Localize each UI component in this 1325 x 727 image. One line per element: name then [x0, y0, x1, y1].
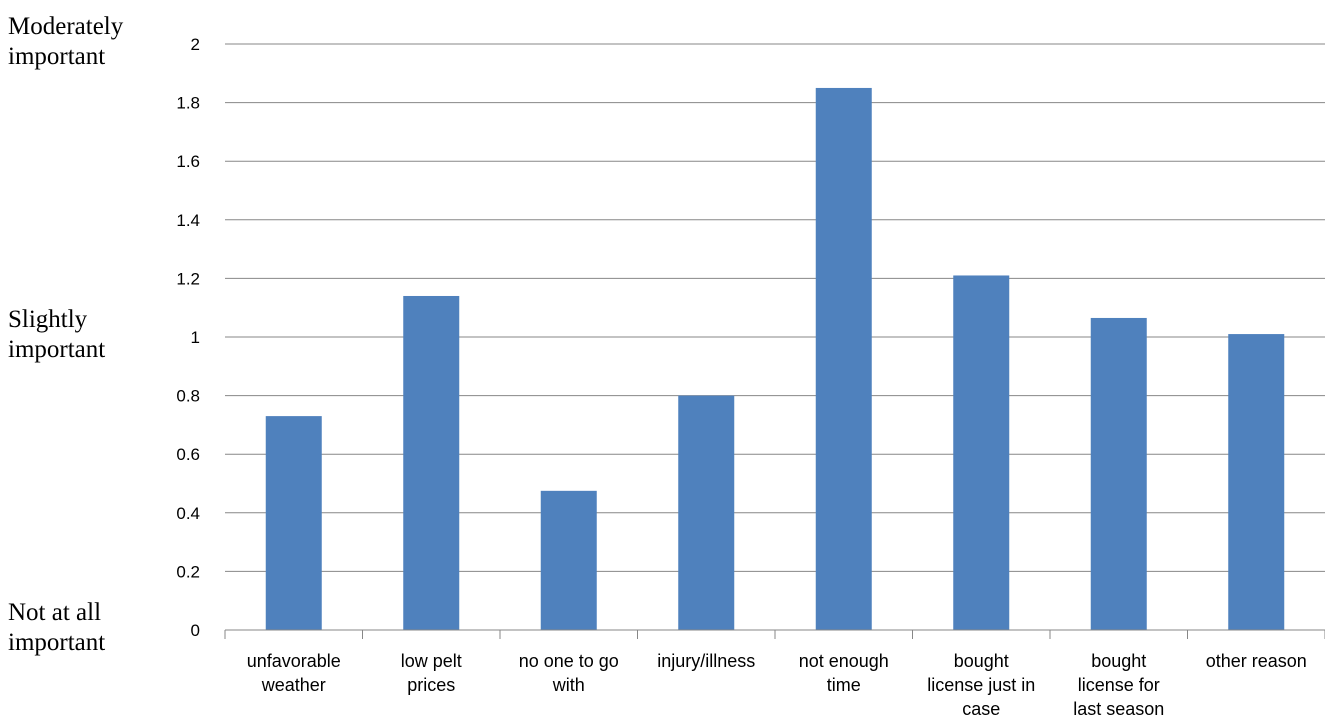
x-tick-label: other reason	[1206, 651, 1307, 671]
x-tick-label: low pelt	[401, 651, 462, 671]
x-tick-label: no one to go	[519, 651, 619, 671]
x-tick-label: not enough	[799, 651, 889, 671]
x-tick-label: license just in	[927, 675, 1035, 695]
y-tick-label: 1.6	[176, 152, 200, 171]
y-tick-label: 1.8	[176, 94, 200, 113]
scale-label-line: Slightly	[8, 306, 88, 333]
y-tick-label: 0.6	[176, 445, 200, 464]
x-tick-label: last season	[1073, 699, 1164, 719]
y-tick-label: 0	[191, 621, 200, 640]
bar	[1090, 317, 1147, 630]
scale-label-line: Moderately	[8, 13, 124, 40]
y-tick-label: 1.2	[176, 269, 200, 288]
scale-label: Not at all important	[8, 598, 178, 658]
bar	[953, 275, 1010, 630]
scale-label-line: important	[8, 336, 106, 363]
bar	[540, 490, 597, 630]
y-tick-label: 0.4	[176, 504, 200, 523]
x-tick-label: time	[827, 675, 861, 695]
y-tick-label: 2	[191, 35, 200, 54]
x-tick-label: bought	[1091, 651, 1146, 671]
x-tick-label: bought	[954, 651, 1009, 671]
x-axis	[224, 629, 1325, 639]
bars	[265, 87, 1285, 630]
scale-label: Moderately important	[8, 12, 178, 72]
x-tick-label: with	[552, 675, 585, 695]
y-tick-label: 0.8	[176, 387, 200, 406]
x-tick-label: unfavorable	[247, 651, 341, 671]
bar	[678, 395, 735, 630]
x-tick-labels: unfavorable weather low pelt prices no one t…	[247, 651, 1307, 719]
bar	[403, 295, 460, 630]
scale-label-line: Not at all	[8, 599, 102, 626]
y-tick-label: 1	[191, 328, 200, 347]
scale-label-line: important	[8, 43, 106, 70]
x-tick-label: prices	[407, 675, 455, 695]
x-tick-label: case	[962, 699, 1000, 719]
gridlines	[225, 43, 1325, 572]
bar	[815, 87, 872, 630]
y-tick-labels: 0 0.2 0.4 0.6 0.8 1 1.2 1.4 1.6 1.8 2	[176, 35, 200, 640]
scale-label-line: important	[8, 629, 106, 656]
scale-label: Slightly important	[8, 305, 178, 365]
x-tick-label: license for	[1078, 675, 1160, 695]
bar	[1228, 334, 1285, 630]
x-tick-label: injury/illness	[657, 651, 755, 671]
x-tick-label: weather	[261, 675, 326, 695]
bar	[265, 416, 322, 630]
y-tick-label: 1.4	[176, 211, 200, 230]
y-tick-label: 0.2	[176, 562, 200, 581]
